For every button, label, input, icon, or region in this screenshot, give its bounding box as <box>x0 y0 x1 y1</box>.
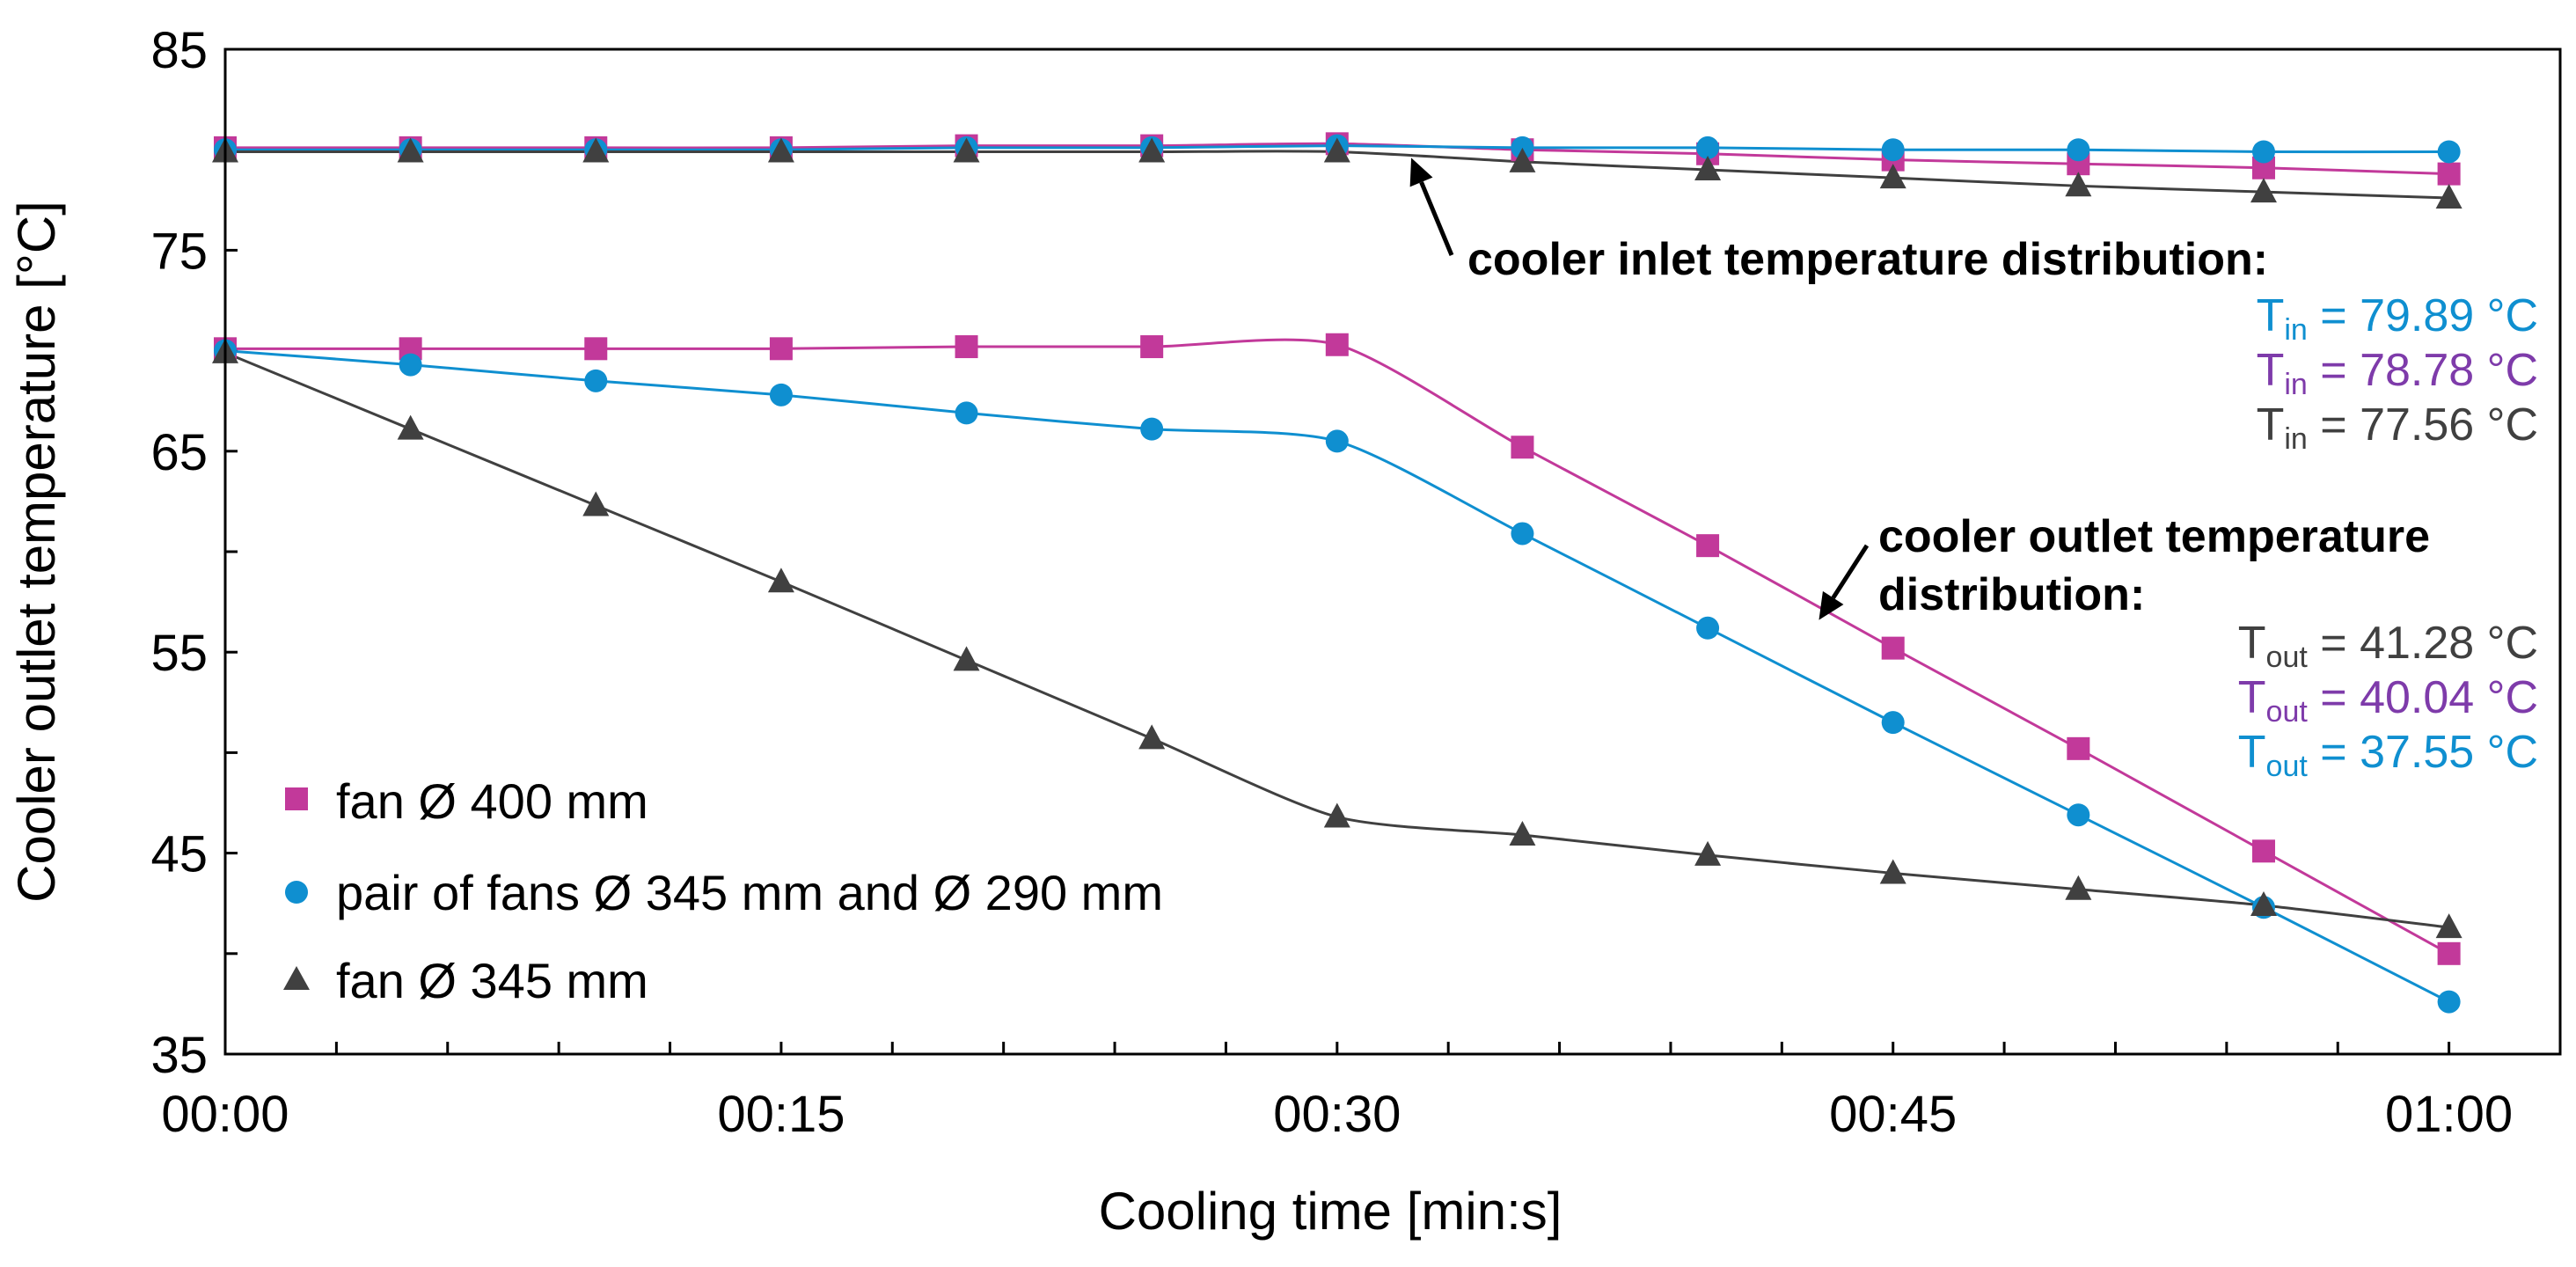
point-fan-o-400-mm-outlet <box>1511 436 1534 459</box>
point-fan-o-345-mm-inlet <box>2435 184 2463 209</box>
point-pair-of-fans-o-345-mm-and-o-290-mm-outlet <box>1511 522 1534 546</box>
point-pair-of-fans-o-345-mm-and-o-290-mm-outlet <box>1696 616 1720 640</box>
point-fan-o-345-mm-outlet <box>1509 821 1536 846</box>
point-pair-of-fans-o-345-mm-and-o-290-mm-inlet <box>1881 138 1905 162</box>
point-fan-o-345-mm-inlet <box>767 137 794 163</box>
point-fan-o-345-mm-inlet <box>1509 147 1536 172</box>
point-fan-o-345-mm-outlet <box>1694 840 1722 866</box>
x-tick-label: 00:30 <box>1273 1086 1401 1143</box>
point-fan-o-400-mm-outlet <box>2251 839 2275 863</box>
legend: fan Ø 400 mm pair of fans Ø 345 mm and Ø… <box>283 773 1163 1008</box>
point-pair-of-fans-o-345-mm-and-o-290-mm-outlet <box>1325 429 1349 453</box>
annotation-inlet-value-1: Tin = 79.89 °C <box>2257 290 2538 347</box>
point-fan-o-400-mm-outlet <box>1696 534 1720 558</box>
point-fan-o-345-mm-inlet <box>1138 137 1166 163</box>
point-pair-of-fans-o-345-mm-and-o-290-mm-outlet <box>955 401 978 425</box>
annotation-inlet-arrow-line <box>1419 181 1454 256</box>
point-fan-o-345-mm-outlet <box>582 491 610 516</box>
point-fan-o-345-mm-outlet <box>397 414 424 440</box>
point-pair-of-fans-o-345-mm-and-o-290-mm-outlet <box>2067 803 2090 827</box>
y-tick-label: 75 <box>150 223 208 280</box>
point-fan-o-345-mm-inlet <box>2065 172 2092 197</box>
point-fan-o-345-mm-outlet <box>767 568 794 593</box>
point-fan-o-345-mm-outlet <box>1879 859 1906 884</box>
point-fan-o-400-mm-outlet <box>955 335 978 359</box>
y-tick-label: 55 <box>150 625 208 682</box>
y-tick-label: 65 <box>150 424 208 481</box>
legend-marker-pair-of-fans <box>285 881 308 904</box>
y-tick-label: 85 <box>150 22 208 79</box>
x-axis-title: Cooling time [min:s] <box>1099 1182 1562 1241</box>
point-pair-of-fans-o-345-mm-and-o-290-mm-inlet <box>2067 138 2090 162</box>
point-fan-o-345-mm-inlet <box>2250 178 2277 203</box>
point-fan-o-345-mm-inlet <box>1694 156 1722 181</box>
point-pair-of-fans-o-345-mm-and-o-290-mm-outlet <box>769 383 793 406</box>
point-fan-o-345-mm-inlet <box>1879 164 1906 189</box>
x-tick-label: 00:15 <box>717 1086 845 1143</box>
point-fan-o-345-mm-outlet <box>1323 802 1350 828</box>
annotation-outlet-value-2: Tout = 40.04 °C <box>2238 672 2538 729</box>
legend-marker-fan-400 <box>285 787 308 810</box>
plot-area-border <box>223 48 2562 1056</box>
point-fan-o-345-mm-inlet <box>397 137 424 163</box>
series-markers <box>212 132 2463 1014</box>
annotation-outlet-value-1: Tout = 41.28 °C <box>2238 618 2538 674</box>
y-axis-title: Cooler outlet temperature [°C] <box>7 201 66 903</box>
point-fan-o-400-mm-outlet <box>1140 335 1164 359</box>
annotation-outlet-title-line-2: distribution: <box>1878 569 2145 620</box>
point-fan-o-400-mm-inlet <box>2437 162 2461 186</box>
point-fan-o-345-mm-inlet <box>953 137 980 163</box>
point-fan-o-345-mm-outlet <box>2065 875 2092 900</box>
point-fan-o-345-mm-inlet <box>582 137 610 163</box>
y-tick-label: 35 <box>150 1027 208 1084</box>
annotation-outlet-value-3: Tout = 37.55 °C <box>2238 727 2538 783</box>
point-pair-of-fans-o-345-mm-and-o-290-mm-inlet <box>2251 140 2275 164</box>
point-fan-o-400-mm-outlet <box>1325 333 1349 356</box>
annotation-inlet-title: cooler inlet temperature distribution: <box>1467 234 2268 285</box>
point-pair-of-fans-o-345-mm-and-o-290-mm-inlet <box>1696 135 1720 159</box>
point-fan-o-400-mm-outlet <box>2067 736 2090 760</box>
legend-marker-fan-345 <box>283 966 310 990</box>
point-pair-of-fans-o-345-mm-and-o-290-mm-outlet <box>399 353 422 377</box>
legend-label-fan-400: fan Ø 400 mm <box>336 773 648 829</box>
point-pair-of-fans-o-345-mm-and-o-290-mm-outlet <box>584 369 608 392</box>
annotation-inlet-arrow-head <box>1409 157 1433 187</box>
x-tick-labels: 00:00 00:15 00:30 00:45 01:00 <box>161 1086 2513 1143</box>
annotation-outlet-title-line-1: cooler outlet temperature <box>1878 511 2430 562</box>
x-tick-label: 01:00 <box>2385 1086 2513 1143</box>
annotation-inlet: cooler inlet temperature distribution: T… <box>1409 157 2538 456</box>
point-fan-o-400-mm-outlet <box>2437 941 2461 965</box>
point-pair-of-fans-o-345-mm-and-o-290-mm-outlet <box>1140 417 1164 441</box>
point-fan-o-345-mm-outlet <box>1138 724 1166 750</box>
point-fan-o-400-mm-outlet <box>584 337 608 361</box>
annotation-inlet-value-2: Tin = 78.78 °C <box>2257 345 2538 401</box>
point-pair-of-fans-o-345-mm-and-o-290-mm-inlet <box>2437 140 2461 164</box>
y-tick-labels: 35 45 55 65 75 85 <box>150 22 208 1084</box>
point-fan-o-345-mm-outlet <box>2250 890 2277 916</box>
legend-label-pair-of-fans: pair of fans Ø 345 mm and Ø 290 mm <box>336 865 1163 920</box>
x-tick-label: 00:45 <box>1829 1086 1957 1143</box>
point-fan-o-400-mm-outlet <box>769 337 793 361</box>
point-fan-o-345-mm-outlet <box>953 646 980 671</box>
y-tick-label: 45 <box>150 826 208 883</box>
annotation-outlet-arrow-head <box>1819 590 1844 620</box>
annotation-inlet-value-3: Tin = 77.56 °C <box>2257 399 2538 456</box>
point-fan-o-345-mm-inlet <box>1323 137 1350 163</box>
point-fan-o-400-mm-outlet <box>1881 636 1905 660</box>
point-fan-o-345-mm-outlet <box>2435 913 2463 939</box>
annotation-outlet: cooler outlet temperature distribution: … <box>1819 511 2538 783</box>
annotation-outlet-arrow-line <box>1831 544 1870 599</box>
x-tick-label: 00:00 <box>161 1086 289 1143</box>
point-pair-of-fans-o-345-mm-and-o-290-mm-outlet <box>1881 711 1905 735</box>
legend-label-fan-345: fan Ø 345 mm <box>336 953 648 1008</box>
point-pair-of-fans-o-345-mm-and-o-290-mm-outlet <box>2437 990 2461 1014</box>
